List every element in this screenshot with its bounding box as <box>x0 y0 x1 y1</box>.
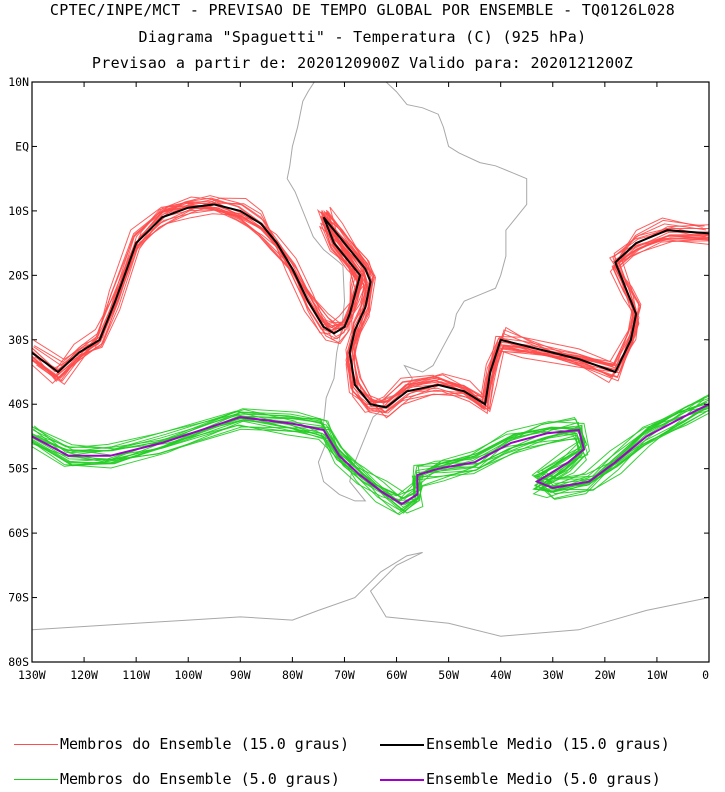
member-15-line <box>34 196 709 413</box>
member-5-line <box>33 394 709 502</box>
lon-label: 0 <box>702 668 709 682</box>
lon-label: 60W <box>386 668 407 682</box>
member-15-line <box>33 201 707 413</box>
legend-members-5: Membros do Ensemble (5.0 graus) <box>14 770 340 788</box>
legend-mean-5: Ensemble Medio (5.0 graus) <box>380 770 661 788</box>
antarctica-outline <box>318 551 709 637</box>
lon-label: 10W <box>647 668 668 682</box>
title-line-2: Diagrama "Spaguetti" - Temperatura (C) (… <box>138 28 587 46</box>
title-line-1: CPTEC/INPE/MCT - PREVISAO DE TEMPO GLOBA… <box>49 1 676 19</box>
member-15-line <box>32 197 709 414</box>
lon-label: 120W <box>70 668 98 682</box>
lat-label: 20S <box>8 268 29 282</box>
member-5-line <box>35 410 706 501</box>
lon-label: 20W <box>594 668 615 682</box>
south-america-outline <box>286 82 528 502</box>
lon-label: 80W <box>282 668 303 682</box>
member-5-line <box>33 396 706 499</box>
member-15-line <box>32 195 709 417</box>
lat-label: 70S <box>8 591 29 605</box>
lon-label: 40W <box>490 668 511 682</box>
lon-label: 110W <box>122 668 150 682</box>
member-5-line <box>32 395 709 504</box>
lon-label: 70W <box>334 668 355 682</box>
antarctica-west-outline <box>32 609 319 631</box>
legend-members-15: Membros do Ensemble (15.0 graus) <box>14 735 349 753</box>
lon-label: 100W <box>174 668 202 682</box>
legend-mean-15: Ensemble Medio (15.0 graus) <box>380 735 670 753</box>
legend-label-members-5: Membros do Ensemble (5.0 graus) <box>60 770 340 788</box>
legend-swatch-mean-5 <box>380 778 424 781</box>
member-15-line <box>32 209 709 411</box>
lat-label: 30S <box>8 333 29 347</box>
isotherm-lines <box>32 195 709 516</box>
member-15-line <box>36 205 709 411</box>
lat-label: 10N <box>8 75 29 89</box>
lat-label: 10S <box>8 204 29 218</box>
lon-label: 50W <box>438 668 459 682</box>
member-15-line <box>34 210 709 415</box>
legend-label-mean-5: Ensemble Medio (5.0 graus) <box>426 770 661 788</box>
ensemble-mean-15-line <box>32 203 709 409</box>
legend-swatch-members-5 <box>14 779 58 780</box>
ensemble-mean-5-line <box>32 403 709 506</box>
legend-swatch-members-15 <box>14 744 58 745</box>
legend-label-mean-15: Ensemble Medio (15.0 graus) <box>426 735 670 753</box>
lon-label: 130W <box>18 668 46 682</box>
lat-label: EQ <box>15 139 29 153</box>
land-outline <box>32 82 709 637</box>
member-15-line <box>32 198 709 413</box>
lat-label: 50S <box>8 462 29 476</box>
member-5-line <box>32 398 705 494</box>
member-15-line <box>35 204 707 410</box>
lat-label: 80S <box>8 655 29 669</box>
member-15-line <box>32 202 709 410</box>
plot-frame <box>31 81 710 663</box>
lat-label: 60S <box>8 526 29 540</box>
legend-swatch-mean-15 <box>380 743 424 746</box>
legend-label-members-15: Membros do Ensemble (15.0 graus) <box>60 735 349 753</box>
member-5-line <box>32 408 709 505</box>
member-5-line <box>32 404 705 514</box>
lon-label: 30W <box>542 668 563 682</box>
member-5-line <box>32 407 709 511</box>
title-line-3: Previsao a partir de: 2020120900Z Valido… <box>91 54 634 72</box>
lat-label: 40S <box>8 397 29 411</box>
lon-label: 90W <box>230 668 251 682</box>
